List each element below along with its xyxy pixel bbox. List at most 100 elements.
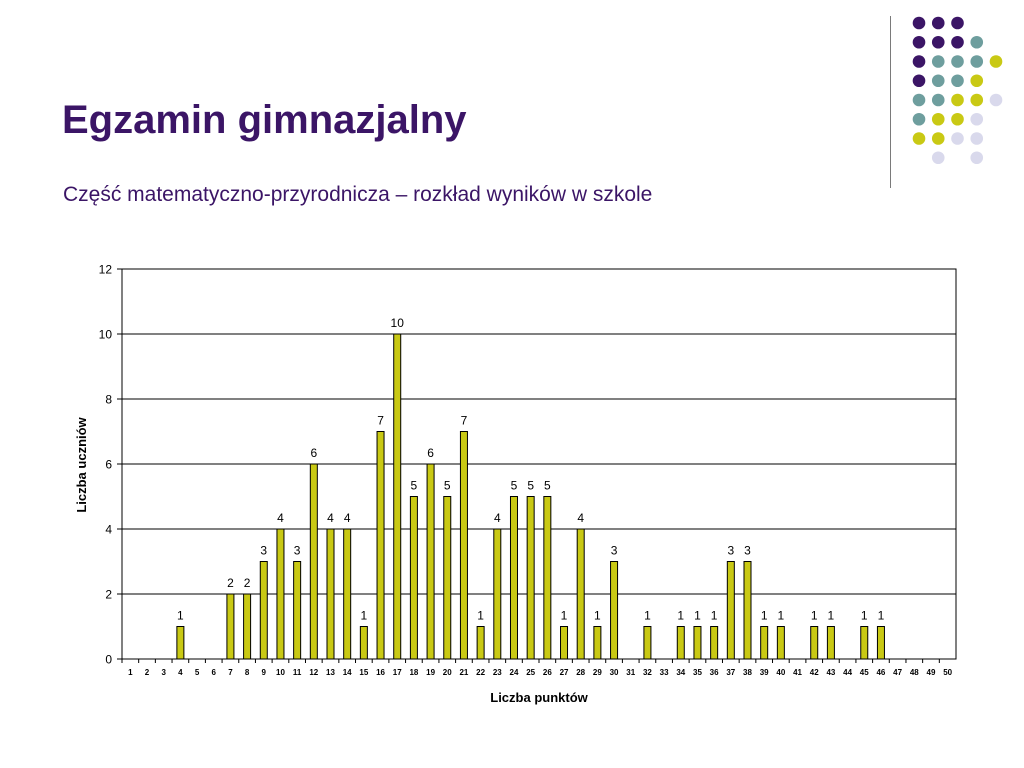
x-tick-label: 47 (893, 668, 902, 677)
x-tick-label: 13 (326, 668, 335, 677)
bar (443, 496, 452, 660)
data-label: 1 (677, 609, 684, 623)
x-tick-label: 24 (510, 668, 519, 677)
data-label: 1 (878, 609, 885, 623)
decorative-dot (912, 55, 926, 68)
decorative-dot (951, 55, 964, 68)
bar (359, 626, 368, 660)
data-label: 2 (227, 576, 234, 590)
data-label: 2 (244, 576, 251, 590)
data-label: 3 (260, 544, 267, 558)
bar (826, 626, 835, 660)
data-label: 3 (611, 544, 618, 558)
x-tick-label: 39 (760, 668, 769, 677)
data-label: 4 (577, 511, 584, 525)
x-tick-label: 45 (860, 668, 869, 677)
data-label: 1 (477, 609, 484, 623)
bar (409, 496, 418, 660)
bar (226, 593, 235, 660)
data-label: 1 (778, 609, 785, 623)
decorative-dot (989, 55, 1003, 68)
x-tick-label: 17 (393, 668, 402, 677)
bar (309, 463, 318, 660)
x-tick-label: 16 (376, 668, 385, 677)
data-label: 1 (644, 609, 651, 623)
decorative-dot (970, 35, 984, 49)
x-tick-label: 23 (493, 668, 502, 677)
x-tick-label: 32 (643, 668, 652, 677)
y-tick-label: 8 (105, 393, 112, 407)
x-tick-label: 30 (610, 668, 619, 677)
bar (509, 496, 518, 660)
x-tick-label: 1 (128, 668, 133, 677)
bar (760, 626, 769, 660)
x-tick-label: 14 (343, 668, 352, 677)
x-tick-label: 20 (443, 668, 452, 677)
bar (876, 626, 885, 660)
data-label: 5 (411, 479, 418, 493)
x-axis: 1 2 3 4 5 6 7 8 9 10 11 12 13 14 15 16 17 18 19 20 21 22 23 24 2… (121, 659, 953, 677)
data-label: 1 (861, 609, 868, 623)
bar (810, 626, 819, 660)
gridlines (122, 333, 956, 595)
bar (560, 626, 569, 660)
bar (459, 431, 468, 660)
y-axis: 0 2 4 6 8 10 12 (99, 263, 122, 667)
x-tick-label: 43 (826, 668, 835, 677)
decorative-dot (931, 55, 945, 68)
x-tick-label: 3 (161, 668, 166, 677)
data-label: 1 (594, 609, 601, 623)
data-label: 6 (310, 446, 317, 460)
x-tick-label: 49 (927, 668, 936, 677)
bar (610, 561, 619, 660)
decorative-dot (931, 112, 945, 126)
data-label: 5 (444, 479, 451, 493)
decorative-dot (912, 132, 926, 145)
decorative-dot (951, 93, 964, 107)
decorative-dot (951, 112, 964, 126)
slide-subtitle: Część matematyczno-przyrodnicza – rozkła… (63, 183, 653, 206)
data-label: 6 (427, 446, 434, 460)
x-tick-label: 34 (676, 668, 685, 677)
x-tick-label: 7 (228, 668, 233, 677)
x-tick-label: 22 (476, 668, 485, 677)
data-label: 5 (544, 479, 551, 493)
bar (860, 626, 869, 660)
decorative-dot (970, 112, 984, 126)
y-tick-label: 4 (105, 523, 112, 537)
bar (526, 496, 535, 660)
decorative-dot (912, 16, 926, 30)
decorative-dot (970, 74, 984, 88)
data-label: 5 (511, 479, 518, 493)
y-tick-label: 12 (99, 263, 113, 277)
x-tick-label: 36 (710, 668, 719, 677)
data-label: 4 (344, 511, 351, 525)
decorative-dot (912, 112, 926, 126)
decorative-divider (890, 16, 891, 188)
data-label: 1 (828, 609, 835, 623)
x-tick-label: 42 (810, 668, 819, 677)
data-label: 3 (294, 544, 301, 558)
x-tick-label: 44 (843, 668, 852, 677)
decorative-dot (931, 16, 945, 30)
x-tick-label: 8 (245, 668, 250, 677)
data-label: 4 (277, 511, 284, 525)
data-label: 7 (377, 414, 384, 428)
x-tick-label: 50 (943, 668, 952, 677)
x-tick-label: 37 (726, 668, 735, 677)
slide-title: Egzamin gimnazjalny (62, 98, 467, 142)
decorative-dot (951, 132, 964, 145)
decorative-dot (931, 74, 945, 88)
x-tick-label: 21 (459, 668, 468, 677)
decorative-dot-grid (912, 16, 1003, 165)
bar (643, 626, 652, 660)
decorative-dot (951, 74, 964, 88)
bar (343, 528, 352, 660)
bar (243, 593, 252, 660)
x-tick-label: 33 (660, 668, 669, 677)
bar (543, 496, 552, 660)
x-tick-label: 46 (876, 668, 885, 677)
y-tick-label: 6 (105, 458, 112, 472)
